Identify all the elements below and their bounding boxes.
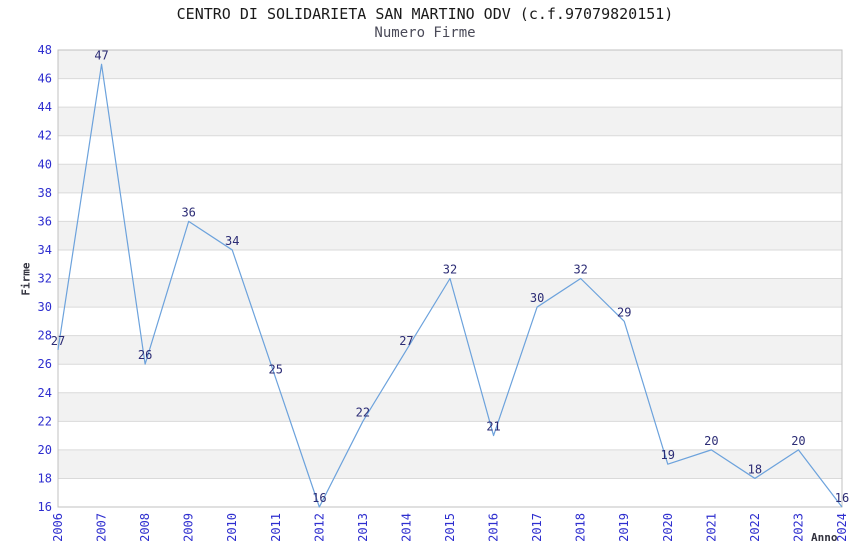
x-tick-label: 2015	[443, 513, 457, 542]
point-label: 27	[51, 334, 65, 348]
y-tick-label: 28	[38, 329, 52, 343]
data-line	[57, 63, 843, 508]
x-tick-label: 2021	[704, 513, 718, 542]
point-label: 22	[356, 405, 370, 419]
point-label: 47	[94, 48, 108, 62]
point-label: 20	[791, 434, 805, 448]
x-tick-label: 2023	[791, 513, 805, 542]
plot-band	[58, 392, 842, 422]
x-tick-label: 2011	[269, 513, 283, 542]
x-tick-label: 2010	[225, 513, 239, 542]
plot-band	[58, 335, 842, 365]
x-tick-label: 2006	[51, 513, 65, 542]
point-label: 29	[617, 305, 631, 319]
plot-band	[58, 449, 842, 479]
y-tick-label: 34	[38, 243, 52, 257]
y-tick-label: 42	[38, 129, 52, 143]
y-axis-label: Firme	[19, 262, 33, 296]
point-label: 21	[486, 420, 500, 434]
x-tick-label: 2016	[487, 513, 501, 542]
x-tick-label: 2012	[312, 513, 326, 542]
chart-subtitle: Numero Firme	[374, 25, 476, 41]
point-label: 34	[225, 234, 239, 248]
x-tick-label: 2009	[182, 513, 196, 542]
point-label: 19	[661, 448, 675, 462]
point-label: 25	[269, 362, 283, 376]
point-label: 26	[138, 348, 152, 362]
x-tick-label: 2019	[617, 513, 631, 542]
x-tick-label: 2022	[748, 513, 762, 542]
y-tick-label: 36	[38, 214, 52, 228]
x-tick-label: 2020	[661, 513, 675, 542]
y-tick-label: 40	[38, 157, 52, 171]
y-tick-label: 16	[38, 500, 52, 514]
plot-band	[58, 164, 842, 193]
x-tick-label: 2017	[530, 513, 544, 542]
y-tick-label: 44	[38, 100, 52, 114]
y-tick-label: 30	[38, 300, 52, 314]
y-tick-label: 26	[38, 357, 52, 371]
point-label: 18	[748, 462, 762, 476]
plot-border	[57, 49, 843, 508]
y-tick-label: 46	[38, 72, 52, 86]
y-tick-label: 24	[38, 386, 52, 400]
point-label: 16	[835, 491, 849, 505]
y-tick-label: 20	[38, 443, 52, 457]
y-tick-label: 38	[38, 186, 52, 200]
x-tick-label: 2008	[138, 513, 152, 542]
plot-band	[58, 278, 842, 308]
x-tick-label: 2007	[95, 513, 109, 542]
y-tick-label: 48	[38, 43, 52, 57]
x-tick-label: 2018	[574, 513, 588, 542]
x-tick-label: 2013	[356, 513, 370, 542]
point-label: 16	[312, 491, 326, 505]
x-axis-label: Anno	[811, 531, 838, 544]
point-label: 20	[704, 434, 718, 448]
point-label: 30	[530, 291, 544, 305]
point-label: 36	[181, 205, 195, 219]
plot-band	[58, 107, 842, 136]
point-label: 27	[399, 334, 413, 348]
y-tick-label: 18	[38, 471, 52, 485]
point-label: 32	[443, 263, 457, 277]
y-tick-label: 22	[38, 414, 52, 428]
y-tick-label: 32	[38, 272, 52, 286]
x-tick-label: 2024	[835, 513, 849, 542]
x-tick-label: 2014	[399, 513, 413, 542]
chart-title: CENTRO DI SOLIDARIETA SAN MARTINO ODV (c…	[176, 5, 674, 23]
plot-band	[58, 221, 842, 250]
plot-band	[58, 50, 842, 79]
point-label: 32	[573, 263, 587, 277]
